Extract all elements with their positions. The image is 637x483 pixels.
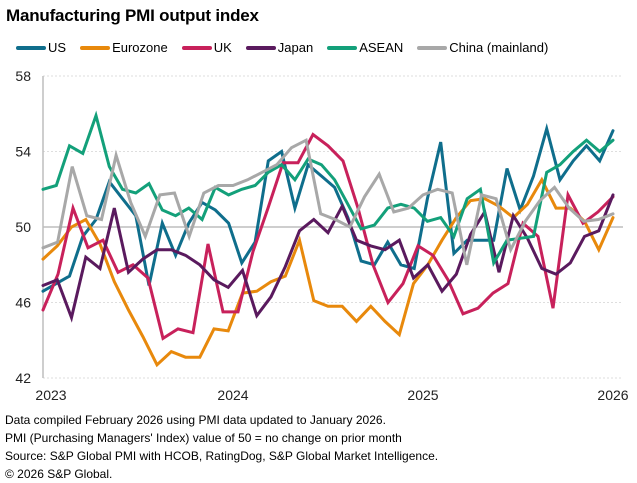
legend-label: Japan xyxy=(277,40,314,55)
series-line-china-mainland xyxy=(41,137,615,266)
legend-label: ASEAN xyxy=(359,40,404,55)
x-tick-label: 2023 xyxy=(35,387,66,403)
legend-label: Eurozone xyxy=(112,40,168,55)
legend-swatch xyxy=(16,45,46,50)
legend-item-uk: UK xyxy=(181,40,232,55)
x-tick-label: 2026 xyxy=(597,387,628,403)
series-line-eurozone xyxy=(41,176,615,368)
legend-label: US xyxy=(48,40,67,55)
legend-swatch xyxy=(327,45,358,50)
chart-title: Manufacturing PMI output index xyxy=(6,6,259,25)
y-tick-label: 58 xyxy=(15,68,31,84)
legend-item-us: US xyxy=(16,40,66,55)
chart-legend: US Eurozone UK Japan ASEAN China (mainla… xyxy=(16,40,562,55)
legend-item-japan: Japan xyxy=(245,40,314,55)
series-line-us xyxy=(41,123,615,293)
legend-swatch xyxy=(417,45,448,50)
note-data-compiled: Data compiled February 2026 using PMI da… xyxy=(5,413,386,427)
legend-label: China (mainland) xyxy=(449,40,549,55)
legend-swatch xyxy=(80,45,111,50)
x-tick-label: 2025 xyxy=(407,387,438,403)
legend-swatch xyxy=(245,45,276,50)
x-tick-label: 2024 xyxy=(217,387,248,403)
chart-notes: Data compiled February 2026 using PMI da… xyxy=(5,411,438,483)
note-pmi-definition: PMI (Purchasing Managers' Index) value o… xyxy=(5,431,402,445)
y-tick-label: 50 xyxy=(15,219,31,235)
note-source: Source: S&P Global PMI with HCOB, Rating… xyxy=(5,449,439,463)
y-tick-label: 42 xyxy=(15,370,31,386)
legend-item-china: China (mainland) xyxy=(417,40,548,55)
y-tick-label: 54 xyxy=(15,144,31,160)
series-line-japan xyxy=(41,193,615,323)
legend-item-eurozone: Eurozone xyxy=(80,40,168,55)
y-tick-label: 46 xyxy=(15,295,31,311)
legend-swatch xyxy=(181,45,212,50)
legend-item-asean: ASEAN xyxy=(327,40,403,55)
series-line-uk xyxy=(41,132,615,341)
legend-label: UK xyxy=(213,40,232,55)
note-copyright: © 2026 S&P Global. xyxy=(5,467,113,481)
